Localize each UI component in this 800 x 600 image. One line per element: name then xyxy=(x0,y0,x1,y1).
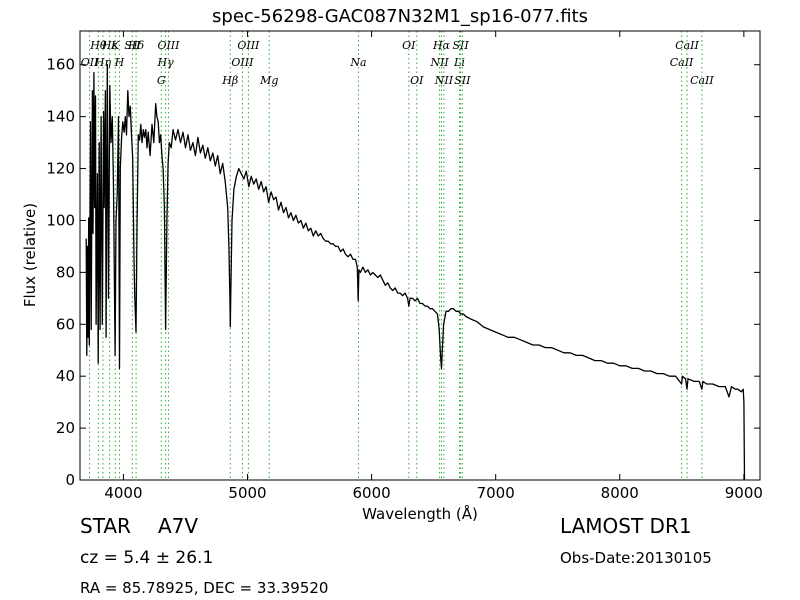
line-marker-label-14: Mg xyxy=(259,74,278,87)
x-axis-label: Wavelength (Å) xyxy=(362,505,478,523)
line-marker-label-12: OIII xyxy=(231,56,254,69)
line-marker-label-8: G xyxy=(157,74,166,87)
coordinates: RA = 85.78925, DEC = 33.39520 xyxy=(80,579,329,597)
y-axis-label: Flux (relative) xyxy=(21,202,39,308)
line-marker-label-19: Hα xyxy=(432,39,451,52)
y-tick-label-0: 0 xyxy=(65,471,75,489)
redshift-info: cz = 5.4 ± 26.1 xyxy=(80,548,214,568)
x-tick-label-1: 5000 xyxy=(228,484,266,502)
observation-date: Obs-Date:20130105 xyxy=(560,549,712,567)
line-marker-label-6: SII xyxy=(124,39,141,52)
x-tick-label-2: 6000 xyxy=(353,484,391,502)
y-tick-label-8: 160 xyxy=(46,56,75,74)
y-tick-label-6: 120 xyxy=(46,160,75,178)
line-marker-label-20: NII xyxy=(434,74,454,87)
line-marker-label-15: Na xyxy=(349,56,366,69)
object-class: STAR xyxy=(80,514,131,538)
line-marker-label-17: OI xyxy=(410,74,424,87)
line-marker-label-2: Hη xyxy=(94,56,112,69)
spectrum-line xyxy=(85,64,746,481)
y-tick-label-7: 140 xyxy=(46,108,75,126)
line-marker-label-11: Hβ xyxy=(221,74,238,87)
line-marker-label-26: CaII xyxy=(690,74,714,87)
line-marker-label-7: Hδ xyxy=(127,39,145,52)
line-marker-label-10: OIII xyxy=(157,39,180,52)
object-subclass: A7V xyxy=(158,514,199,538)
y-tick-label-1: 20 xyxy=(56,419,75,437)
line-marker-label-22: Li xyxy=(453,56,465,69)
line-marker-label-23: SII xyxy=(454,74,471,87)
chart-title: spec-56298-GAC087N32M1_sp16-077.fits xyxy=(212,6,588,27)
line-marker-label-3: Hε xyxy=(101,39,118,52)
survey-name: LAMOST DR1 xyxy=(560,514,692,538)
line-marker-label-18: NII xyxy=(429,56,449,69)
x-tick-label-0: 4000 xyxy=(104,484,142,502)
line-marker-label-25: CaII xyxy=(675,39,699,52)
line-marker-label-21: SII xyxy=(452,39,469,52)
y-tick-label-3: 60 xyxy=(56,315,75,333)
x-tick-label-4: 8000 xyxy=(601,484,639,502)
plot-frame xyxy=(79,30,761,481)
y-tick-label-2: 40 xyxy=(56,367,75,385)
line-marker-label-4: K xyxy=(110,39,120,52)
y-tick-label-4: 80 xyxy=(56,263,75,281)
line-marker-label-0: OII xyxy=(81,56,99,69)
x-tick-label-5: 9000 xyxy=(725,484,763,502)
line-marker-label-16: OI xyxy=(402,39,416,52)
line-marker-label-9: Hγ xyxy=(157,56,175,69)
line-marker-label-13: OIII xyxy=(237,39,260,52)
line-marker-label-5: H xyxy=(114,56,125,69)
x-tick-label-3: 7000 xyxy=(477,484,515,502)
y-tick-label-5: 100 xyxy=(46,211,75,229)
line-marker-label-1: Hθ xyxy=(89,39,107,52)
line-marker-label-24: CaII xyxy=(670,56,694,69)
